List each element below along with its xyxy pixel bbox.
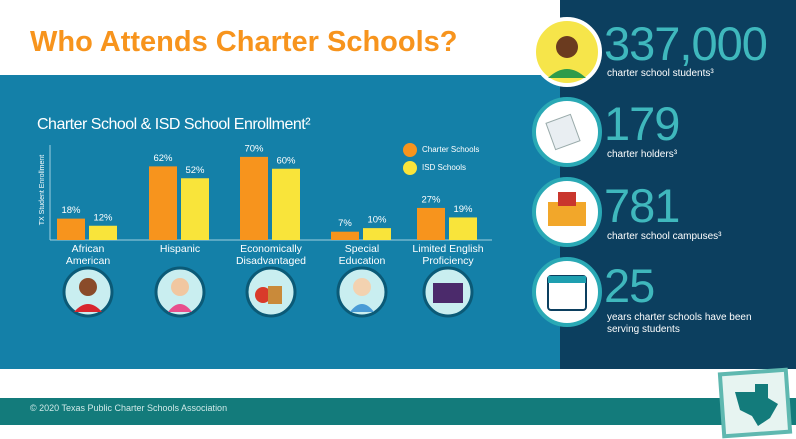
value-label: 62% bbox=[153, 153, 173, 164]
value-label: 70% bbox=[244, 143, 264, 154]
value-label: 60% bbox=[276, 155, 296, 166]
x-tick-label: African American bbox=[65, 243, 111, 267]
stat-icons bbox=[532, 17, 602, 327]
stat-value: 25 bbox=[604, 259, 655, 312]
value-label: 27% bbox=[421, 194, 441, 205]
stat-label: charter holders³ bbox=[607, 149, 678, 160]
x-tick-label: Economically Disadvantaged bbox=[235, 243, 307, 267]
value-label: 10% bbox=[367, 215, 387, 226]
value-label: 12% bbox=[93, 212, 113, 223]
x-tick-label: Limited English Proficiency bbox=[412, 243, 484, 267]
page-title: Who Attends Charter Schools? bbox=[30, 26, 458, 58]
copyright: © 2020 Texas Public Charter Schools Asso… bbox=[30, 403, 228, 413]
stat-label: charter school students³ bbox=[607, 68, 714, 79]
x-tick-label: Hispanic bbox=[159, 243, 201, 255]
bar bbox=[57, 218, 85, 240]
logo bbox=[717, 367, 793, 439]
value-label: 18% bbox=[61, 205, 81, 216]
icon-art bbox=[74, 278, 463, 312]
bar bbox=[272, 168, 300, 240]
bar bbox=[417, 207, 445, 240]
bar bbox=[240, 156, 268, 240]
x-tick-label: Special Education bbox=[338, 243, 386, 267]
stat-value: 337,000 bbox=[604, 17, 768, 70]
bar bbox=[449, 217, 477, 240]
legend-label: ISD Schools bbox=[422, 163, 466, 172]
legend-label: Charter Schools bbox=[422, 145, 479, 154]
value-label: 19% bbox=[453, 204, 473, 215]
y-axis-label: TX Student Enrollment bbox=[39, 155, 46, 225]
bar bbox=[363, 228, 391, 240]
chart-title: Charter School & ISD School Enrollment² bbox=[37, 116, 311, 133]
stat-value: 781 bbox=[604, 179, 680, 232]
stat-value: 179 bbox=[604, 97, 680, 150]
stat-label: years charter schools have been serving … bbox=[607, 312, 752, 335]
legend-swatch bbox=[403, 143, 417, 157]
value-label: 7% bbox=[338, 218, 352, 229]
stat-label: charter school campuses³ bbox=[607, 231, 722, 242]
legend-swatch bbox=[403, 161, 417, 175]
value-label: 52% bbox=[185, 165, 205, 176]
bar bbox=[89, 225, 117, 240]
footer-bar bbox=[0, 398, 796, 425]
bar bbox=[331, 231, 359, 240]
bar bbox=[181, 178, 209, 240]
bar bbox=[149, 166, 177, 240]
